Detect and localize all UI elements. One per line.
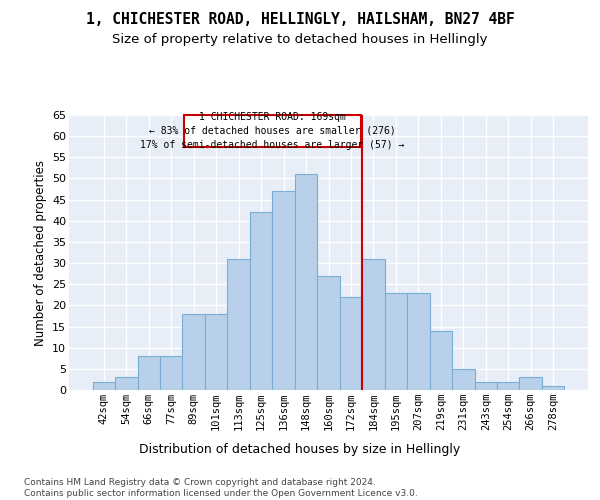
Bar (520, 378, 542, 390)
Text: 1, CHICHESTER ROAD, HELLINGLY, HAILSHAM, BN27 4BF: 1, CHICHESTER ROAD, HELLINGLY, HAILSHAM,… (86, 12, 514, 28)
Bar (250, 212, 272, 390)
Bar (430, 331, 452, 390)
Bar (295, 174, 317, 390)
Text: Distribution of detached houses by size in Hellingly: Distribution of detached houses by size … (139, 442, 461, 456)
Text: Contains HM Land Registry data © Crown copyright and database right 2024.
Contai: Contains HM Land Registry data © Crown c… (24, 478, 418, 498)
Bar (182, 314, 205, 390)
Bar (92, 382, 115, 390)
Bar (385, 292, 407, 390)
Bar (407, 292, 430, 390)
Bar (115, 378, 137, 390)
Bar (452, 369, 475, 390)
Bar (272, 191, 295, 390)
Text: 1 CHICHESTER ROAD: 169sqm
← 83% of detached houses are smaller (276)
17% of semi: 1 CHICHESTER ROAD: 169sqm ← 83% of detac… (140, 112, 404, 150)
Text: Size of property relative to detached houses in Hellingly: Size of property relative to detached ho… (112, 32, 488, 46)
Bar (317, 276, 340, 390)
FancyBboxPatch shape (184, 115, 361, 146)
Bar (362, 259, 385, 390)
Bar (497, 382, 520, 390)
Bar (205, 314, 227, 390)
Bar (340, 297, 362, 390)
Bar (475, 382, 497, 390)
Bar (542, 386, 565, 390)
Bar (227, 259, 250, 390)
Y-axis label: Number of detached properties: Number of detached properties (34, 160, 47, 346)
Bar (160, 356, 182, 390)
Bar (137, 356, 160, 390)
